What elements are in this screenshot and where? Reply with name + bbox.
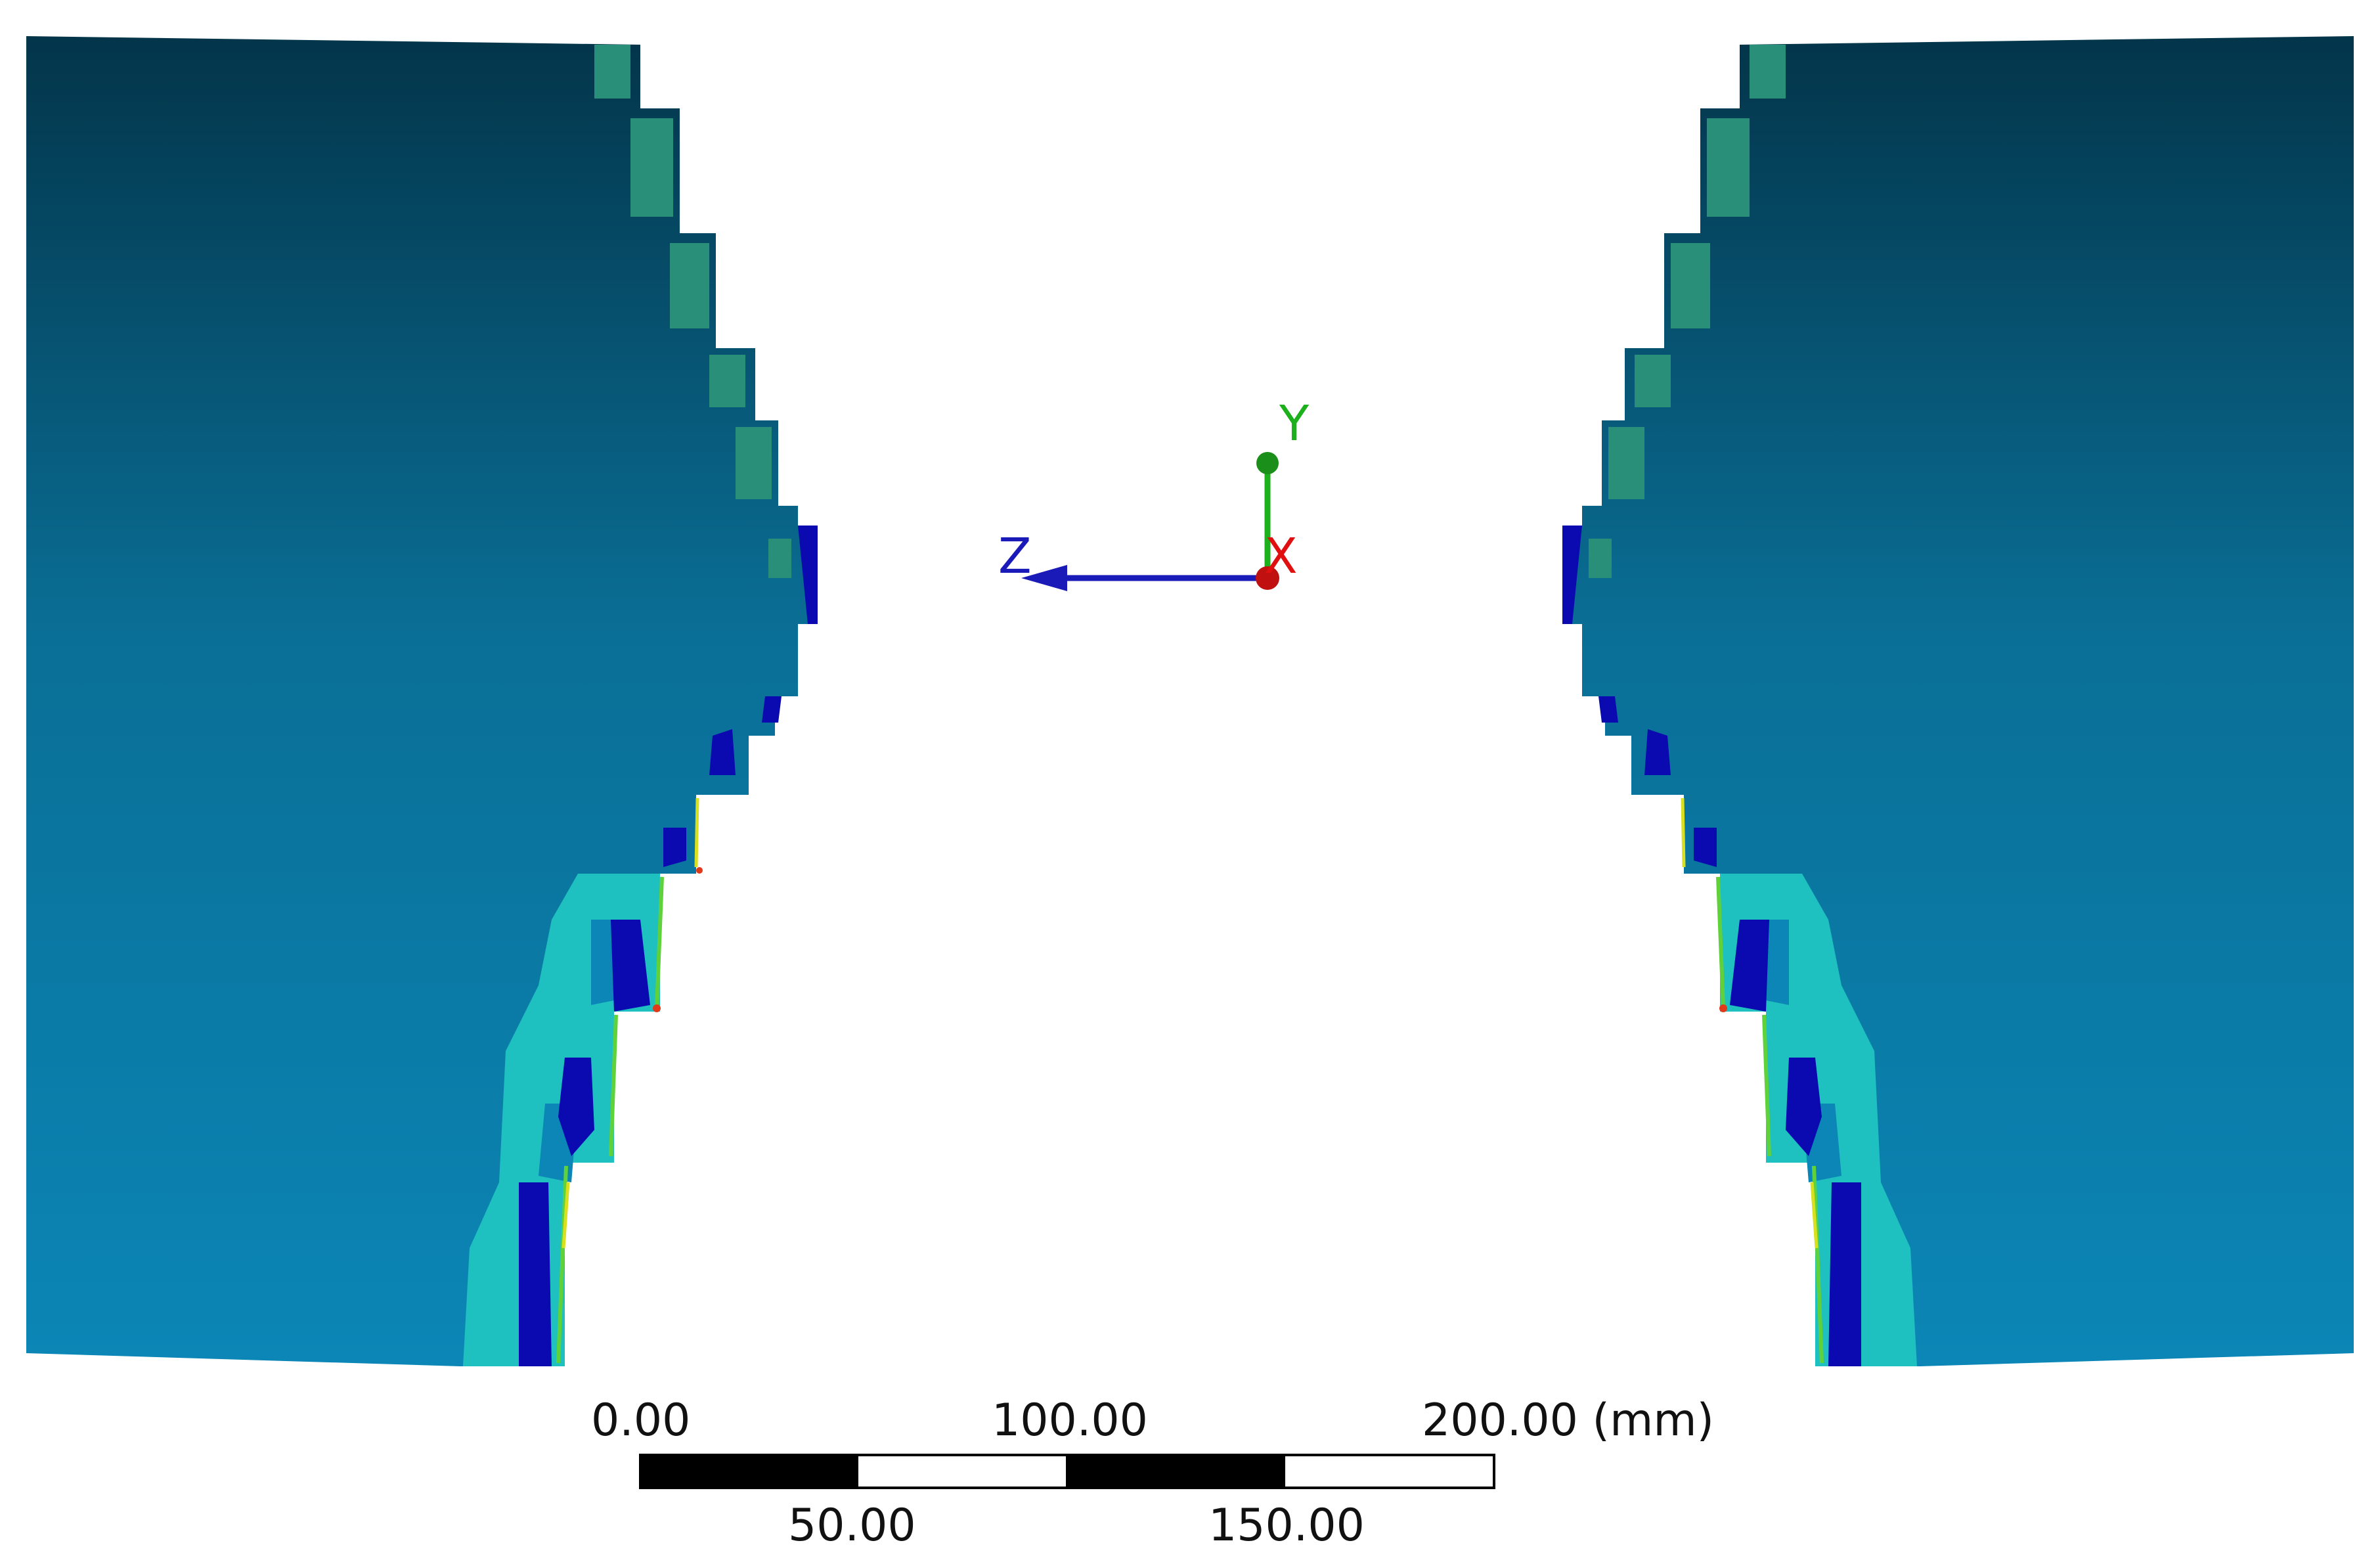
z-axis-label: Z	[998, 528, 1032, 585]
scale-segment-2	[856, 1454, 1069, 1489]
right-green-edge	[1716, 876, 1824, 1364]
left-blue-band	[519, 526, 818, 1366]
scale-segment-4	[1283, 1454, 1495, 1489]
left-body-fill	[26, 36, 818, 1366]
left-red-spot-2	[696, 867, 703, 874]
coordinate-triad[interactable]: Y X Z	[998, 395, 1310, 591]
scale-segment-3	[1066, 1454, 1285, 1489]
scale-bar: 0.00 100.00 200.00 (mm) 50.00 150.00	[591, 1395, 1714, 1552]
scale-label-100: 100.00	[992, 1395, 1148, 1446]
left-contour-body	[26, 36, 818, 1366]
left-green-patches	[594, 45, 791, 578]
right-body-fill	[1562, 36, 2354, 1366]
z-axis-arrowhead	[1021, 565, 1067, 591]
scale-label-0: 0.00	[591, 1395, 690, 1446]
left-green-edge	[556, 876, 664, 1364]
left-red-spot	[653, 1004, 661, 1012]
right-green-patches	[1589, 45, 1786, 578]
right-blue-band	[1562, 526, 1861, 1366]
scale-segment-1	[639, 1454, 858, 1489]
scale-label-50: 50.00	[788, 1500, 916, 1552]
right-yellow-edge	[1681, 797, 1818, 1249]
x-axis-origin	[1256, 566, 1279, 590]
x-axis-label: X	[1264, 528, 1298, 585]
y-axis-label: Y	[1279, 395, 1310, 452]
left-yellow-edge	[562, 797, 699, 1249]
right-contour-body	[1562, 36, 2354, 1366]
scale-label-200: 200.00 (mm)	[1422, 1395, 1714, 1446]
scale-label-150: 150.00	[1208, 1500, 1365, 1552]
y-axis-tip	[1256, 452, 1279, 474]
right-red-spot	[1719, 1004, 1727, 1012]
